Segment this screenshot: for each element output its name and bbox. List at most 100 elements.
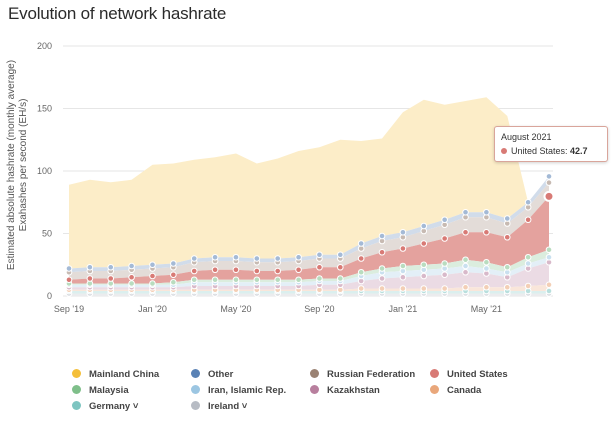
marker-united-states (170, 271, 177, 279)
legend-dot (191, 401, 200, 410)
x-tick-label: May '21 (471, 304, 502, 314)
legend-item-united-states[interactable]: United States (430, 369, 508, 380)
marker-malaysia (503, 263, 511, 271)
marker-malaysia (337, 275, 344, 282)
marker-other (378, 232, 386, 240)
marker-kazakhstan (420, 272, 428, 280)
marker-other (295, 253, 302, 261)
tooltip-series: United States (511, 146, 566, 156)
tooltip-series-dot (501, 148, 507, 154)
marker-other (483, 208, 490, 216)
legend-item-other[interactable]: Other (191, 369, 233, 380)
marker-malaysia (441, 260, 448, 267)
x-tick-label: Sep '19 (54, 304, 84, 314)
legend-item-kazakhstan[interactable]: Kazakhstan (310, 385, 380, 396)
marker-malaysia (149, 280, 156, 287)
marker-canada (399, 285, 407, 292)
marker-malaysia (545, 246, 553, 254)
legend-item-russian-federation[interactable]: Russian Federation (310, 369, 415, 380)
marker-other (503, 215, 511, 222)
page-title: Evolution of network hashrate (8, 4, 227, 23)
marker-united-states (86, 275, 94, 282)
marker-united-states (337, 263, 344, 271)
tooltip-value: 42.7 (570, 146, 588, 156)
data-markers (65, 173, 555, 297)
area-russian-federation (69, 182, 549, 280)
legend-label: Russian Federation (327, 369, 416, 380)
y-tick-label: 100 (37, 166, 52, 176)
legend-label: Iran, Islamic Rep. (208, 385, 287, 396)
marker-malaysia (170, 278, 177, 286)
marker-other (462, 208, 469, 216)
marker-iran-islamic-rep (462, 262, 469, 270)
area-malaysia (69, 249, 549, 285)
marker-united-states (462, 228, 469, 236)
area-ireland (69, 293, 549, 296)
legend-dot (191, 385, 200, 394)
marker-united-states (232, 266, 240, 274)
legend-label: United States (447, 369, 508, 380)
legend-label: Mainland China (89, 369, 160, 380)
marker-malaysia (190, 276, 198, 284)
area-canada (69, 284, 549, 291)
marker-other (107, 263, 115, 271)
legend-dot (310, 369, 319, 378)
marker-united-states (399, 245, 407, 252)
marker-malaysia (357, 268, 365, 276)
marker-kazakhstan (378, 275, 386, 282)
x-tick-label: Sep '20 (304, 304, 334, 314)
marker-malaysia (253, 276, 261, 284)
area-iran-islamic-rep (69, 257, 549, 288)
area-kazakhstan (69, 262, 549, 290)
marker-other (149, 261, 156, 269)
legend-item-iran-islamic-rep[interactable]: Iran, Islamic Rep. (191, 385, 286, 396)
marker-canada (378, 285, 386, 292)
legend-label: Malaysia (89, 385, 129, 396)
marker-united-states (316, 263, 323, 271)
x-axis-ticks: Sep '19 Jan '20 May '20 Sep '20 Jan '21 May '… (54, 304, 502, 314)
marker-malaysia (274, 276, 281, 284)
legend-label: Kazakhstan (327, 385, 380, 396)
area-mainland-china (69, 97, 549, 269)
x-tick-label: Jan '21 (389, 304, 418, 314)
y-tick-label: 200 (37, 41, 52, 51)
legend-item-mainland-china[interactable]: Mainland China (72, 369, 159, 380)
marker-iran-islamic-rep (545, 253, 553, 261)
marker-other (420, 222, 428, 230)
legend-label: Ireland ˅ (208, 401, 248, 412)
legend-label: Germany ˅ (89, 401, 139, 412)
legend-item-germany[interactable]: Germany ˅ (72, 401, 138, 412)
marker-united-states (378, 248, 386, 256)
legend-item-malaysia[interactable]: Malaysia (72, 385, 129, 396)
marker-canada (357, 285, 365, 292)
marker-united-states (295, 266, 302, 274)
marker-other (211, 253, 219, 261)
marker-united-states (211, 266, 219, 274)
marker-united-states (107, 275, 115, 282)
marker-malaysia (211, 276, 219, 284)
marker-other (357, 240, 365, 247)
marker-united-states (441, 235, 448, 242)
marker-canada (503, 283, 511, 291)
marker-other (128, 262, 135, 270)
marker-other (232, 253, 240, 261)
y-axis-ticks: 0 50 100 150 200 (37, 41, 52, 301)
marker-kazakhstan (462, 268, 469, 276)
marker-canada (462, 283, 469, 291)
marker-canada (545, 281, 553, 289)
marker-malaysia (378, 265, 386, 272)
marker-united-states (524, 216, 532, 224)
area-united-states (69, 196, 549, 284)
marker-malaysia (483, 258, 490, 266)
marker-malaysia (399, 262, 407, 270)
hover-tooltip: August 2021 United States: 42.7 (494, 126, 608, 162)
legend-item-canada[interactable]: Canada (430, 385, 481, 396)
y-tick-label: 150 (37, 104, 52, 114)
marker-other (316, 251, 323, 259)
y-tick-label: 0 (47, 291, 52, 301)
legend-item-ireland[interactable]: Ireland ˅ (191, 401, 247, 412)
marker-canada (420, 285, 428, 292)
marker-united-states (190, 267, 198, 275)
legend-dot (191, 369, 200, 378)
marker-other (65, 265, 73, 272)
